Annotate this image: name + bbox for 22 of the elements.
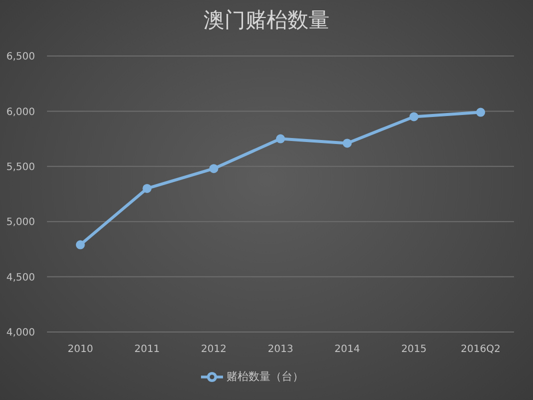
y-tick-label: 5,500 [6,162,35,173]
point [476,108,486,117]
x-tick-label: 2016Q2 [460,344,500,356]
point [276,134,285,144]
legend-label: 赌枱数量（台） [226,370,304,384]
y-tick-label: 6,000 [6,106,35,118]
chart-title: 澳门赌枱数量 [202,7,330,34]
x-tick-label: 2011 [134,344,160,356]
x-tick-label: 2014 [334,344,360,356]
point [209,164,218,174]
y-tick-label: 4,500 [6,272,35,284]
point [142,184,152,193]
point [76,240,85,250]
x-tick-label: 2012 [201,344,227,356]
point [409,112,418,122]
x-tick-label: 2010 [68,344,94,356]
x-tick-label: 2013 [268,344,294,356]
point [342,138,352,148]
y-tick-label: 6,500 [6,52,35,63]
y-tick-label: 4,000 [6,328,35,339]
y-tick-label: 5,000 [6,217,35,228]
x-tick-label: 2015 [401,344,427,356]
